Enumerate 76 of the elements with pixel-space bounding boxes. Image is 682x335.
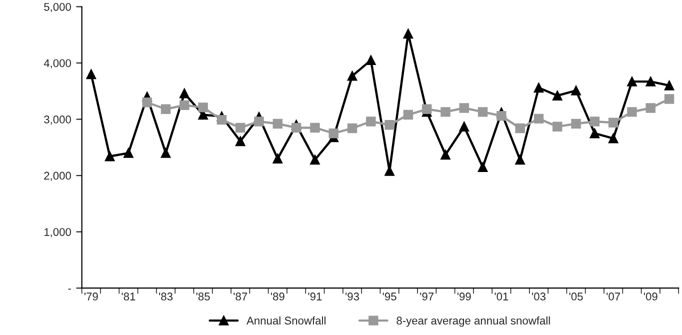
point [496, 111, 506, 121]
point [403, 110, 414, 120]
point [86, 69, 96, 80]
x-tick-label: '85 [196, 292, 210, 300]
point [440, 107, 450, 117]
point [384, 120, 394, 130]
point [422, 104, 432, 114]
point [571, 118, 581, 129]
x-tick-label: '07 [606, 292, 620, 300]
point [347, 123, 358, 134]
point [646, 103, 656, 113]
point [646, 76, 656, 86]
legend-label: 8-year average annual snowfall [396, 316, 550, 327]
x-tick-label: '87 [234, 292, 248, 300]
x-tick-label: '93 [346, 292, 359, 300]
point [291, 122, 302, 133]
point [515, 154, 525, 165]
point [440, 150, 450, 160]
point [272, 154, 283, 164]
point [328, 128, 338, 138]
point [478, 162, 488, 172]
point [366, 55, 376, 66]
x-tick-label: '09 [644, 292, 658, 300]
point [590, 116, 600, 126]
point [552, 122, 562, 132]
point [235, 122, 246, 133]
point [571, 86, 581, 96]
point [366, 116, 376, 126]
point [627, 107, 637, 117]
point [180, 100, 190, 110]
point [534, 114, 544, 124]
point [235, 136, 246, 146]
point [180, 88, 190, 98]
y-tick-label: 2,000 [44, 172, 71, 181]
y-tick-label: - [68, 288, 71, 290]
x-tick-label: '91 [308, 292, 322, 300]
legend-label: Annual Snowfall [246, 316, 326, 325]
y-tick-label: 4,000 [44, 59, 71, 68]
point [104, 152, 115, 162]
x-tick-label: '97 [420, 292, 434, 300]
point [142, 98, 152, 108]
x-tick-label: '95 [382, 292, 396, 300]
point [272, 118, 283, 129]
point [310, 154, 320, 165]
x-tick-label: '03 [532, 292, 546, 300]
point [198, 102, 208, 112]
x-tick-label: '89 [270, 292, 284, 300]
point [310, 122, 320, 133]
y-tick-label: 3,000 [44, 116, 71, 125]
point [459, 122, 469, 132]
point [459, 103, 469, 113]
point [515, 123, 525, 134]
x-tick-label: '79 [84, 292, 98, 300]
point [254, 116, 264, 126]
point [160, 104, 171, 114]
x-tick-label: '99 [457, 292, 471, 300]
point [534, 82, 544, 93]
point [627, 76, 637, 86]
x-tick-label: '81 [122, 292, 136, 300]
point [478, 107, 488, 117]
x-tick-label: '01 [494, 292, 508, 300]
y-tick-label: 5,000 [44, 2, 71, 12]
y-tick-label: 1,000 [44, 228, 71, 238]
x-tick-label: '83 [159, 292, 173, 300]
point [590, 128, 600, 138]
point [664, 80, 674, 90]
point [608, 134, 618, 144]
point [664, 94, 674, 104]
point [552, 90, 562, 100]
point [160, 148, 171, 158]
point [403, 28, 414, 39]
point [608, 118, 618, 128]
point [216, 114, 227, 125]
point [347, 71, 358, 81]
x-tick-label: '05 [569, 292, 583, 300]
point [124, 148, 134, 158]
